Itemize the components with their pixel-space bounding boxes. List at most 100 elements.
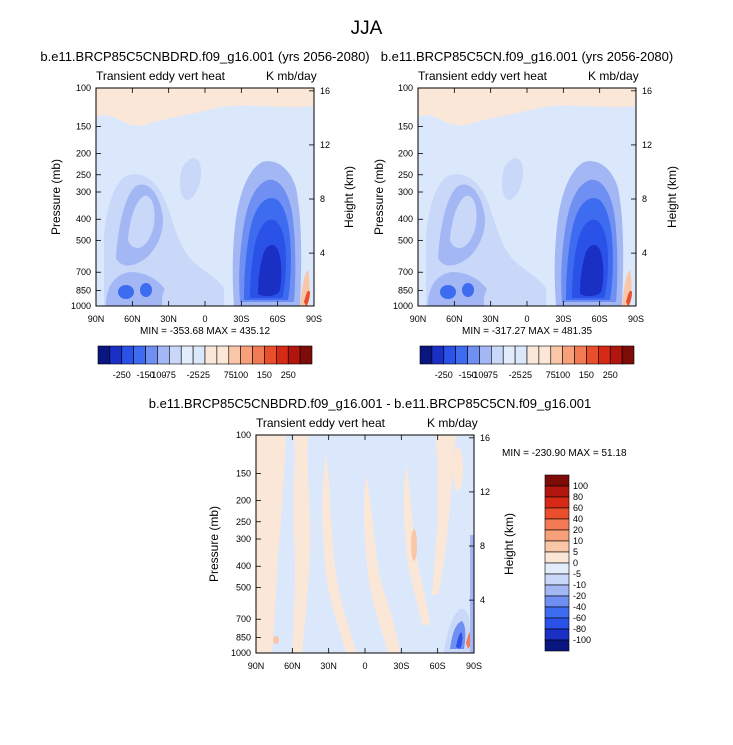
x-tick-label: 30S (393, 661, 409, 671)
field-region (462, 283, 474, 297)
contour-plot-top-right: 90N 60N 30N 0 30S 60S 90S 100 150 200 250 300 400 500… (393, 83, 652, 324)
field-region (273, 636, 279, 644)
field-region (256, 435, 286, 653)
colorbar-box (544, 551, 570, 564)
x-tick-label: 30N (320, 661, 337, 671)
y-tick-label: 250 (76, 170, 91, 180)
plot-frame (417, 87, 637, 307)
colorbar-box (479, 345, 492, 365)
ylabel-top-left: Pressure (mb) (49, 158, 64, 236)
colorbar-box (455, 345, 468, 365)
y2-tick-label: 16 (480, 433, 490, 443)
colorbar-box (544, 628, 570, 641)
y2-tick-label: 16 (320, 86, 330, 96)
colorbar-box (121, 345, 134, 365)
field-region (96, 88, 314, 126)
field-region (440, 285, 456, 299)
y-tick-label: 150 (76, 121, 91, 131)
field-region (432, 435, 456, 595)
stats-bottom: MIN = -230.90 MAX = 51.18 (502, 448, 627, 459)
y2-tick-label: 16 (642, 86, 652, 96)
y-tick-label: 500 (398, 235, 413, 245)
colorbar-box (180, 345, 194, 365)
x-tick-label: 0 (362, 661, 367, 671)
x-tick-label: 90S (628, 314, 644, 324)
y2-tick-label: 12 (320, 140, 330, 150)
colorbar-box (544, 595, 570, 608)
subtitle-right-top-right: K mb/day (588, 69, 639, 83)
ylabel-top-right: Pressure (mb) (372, 158, 387, 236)
colorbar-box (109, 345, 123, 365)
y-tick-label: 500 (236, 582, 251, 592)
colorbar-label: -75 (163, 370, 176, 380)
ylabel-bottom: Pressure (mb) (207, 505, 222, 583)
colorbar-box (544, 496, 570, 509)
colorbar-box (598, 345, 611, 365)
y2label-bottom: Height (km) (502, 512, 517, 576)
contour-plot-top-left: 90N 60N 30N 0 30S 60S 90S 100 150 200 250 300 400 500… (71, 83, 330, 324)
colorbar-box (526, 345, 540, 365)
colorbar-label: 60 (573, 503, 583, 513)
colorbar-label: -100 (148, 370, 166, 380)
subtitle-left-top-left: Transient eddy vert heat (96, 69, 225, 83)
colorbar-box (228, 345, 241, 365)
colorbar-box (544, 485, 570, 498)
colorbar-box (586, 345, 599, 365)
field-region (322, 455, 356, 653)
colorbar-box (621, 345, 635, 365)
y-tick-label: 1000 (71, 301, 91, 311)
x-tick-label: 60S (270, 314, 286, 324)
panel-title-bottom: b.e11.BRCP85C5CNBDRD.f09_g16.001 - b.e11… (148, 396, 592, 411)
subtitle-left-top-right: Transient eddy vert heat (418, 69, 547, 83)
colorbar-label: 10 (573, 536, 583, 546)
colorbar-box (502, 345, 516, 365)
x-tick-label: 30S (233, 314, 249, 324)
plot-frame (95, 87, 315, 307)
colorbar-label: 100 (555, 370, 570, 380)
colorbar-box (609, 345, 623, 365)
y-tick-label: 700 (76, 267, 91, 277)
contour-plot-bottom: 90N 60N 30N 0 30S 60S 90S 100 150 200 250 300 400 500… (231, 430, 490, 671)
y-tick-label: 200 (398, 149, 413, 159)
field-region (453, 447, 463, 491)
colorbar-box (544, 507, 570, 520)
colorbar-box (264, 345, 277, 365)
colorbar-label: -250 (435, 370, 453, 380)
colorbar-box (443, 345, 456, 365)
colorbar-box (550, 345, 563, 365)
colorbar-label: -100 (470, 370, 488, 380)
colorbar-top-right: -250 -150-100-75 -25 25 75 100 150 250 (419, 345, 635, 380)
y2-tick-label: 8 (480, 541, 485, 551)
colorbar-label: -150 (137, 370, 155, 380)
y-tick-label: 300 (236, 534, 251, 544)
colorbar-box (276, 345, 289, 365)
field-region (403, 465, 430, 625)
colorbar-label: 250 (281, 370, 296, 380)
colorbar-label: -100 (573, 635, 591, 645)
x-tick-label: 30N (160, 314, 177, 324)
y2label-top-right: Height (km) (665, 165, 680, 229)
colorbar-label: 5 (573, 547, 578, 557)
colorbar-label: -75 (485, 370, 498, 380)
field-region (418, 88, 636, 126)
field-region (411, 529, 417, 561)
x-tick-label: 30N (482, 314, 499, 324)
colorbar-label: -25 (509, 370, 522, 380)
y-tick-label: 300 (398, 187, 413, 197)
y-tick-label: 400 (398, 214, 413, 224)
field-region (450, 195, 477, 248)
colorbar-label: 150 (257, 370, 272, 380)
colorbar-box (491, 345, 504, 365)
y2-tick-label: 4 (320, 248, 325, 258)
colorbar-box (544, 518, 570, 531)
colorbar-box (544, 573, 570, 586)
x-tick-label: 90N (410, 314, 427, 324)
subtitle-right-bottom: K mb/day (427, 416, 478, 430)
colorbar-top-left: -250 -150-100-75 -25 25 75 100 150 250 (97, 345, 313, 380)
colorbar-box (419, 345, 433, 365)
y2-tick-label: 12 (642, 140, 652, 150)
field-region (118, 285, 134, 299)
y-tick-label: 1000 (393, 301, 413, 311)
colorbar-label: 25 (200, 370, 210, 380)
